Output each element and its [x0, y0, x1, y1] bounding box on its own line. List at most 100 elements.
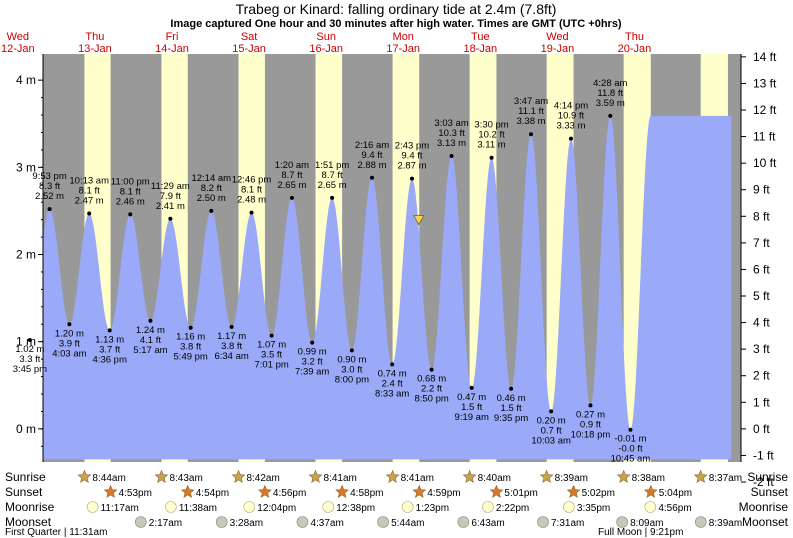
right-tick-label-14: 12 ft [753, 103, 777, 117]
day-name-6: Tue [471, 31, 490, 43]
sunset-time-7: 5:04pm [659, 488, 692, 499]
left-tick-label-1: 1 m [16, 335, 36, 349]
sunrise-icon [462, 469, 477, 483]
day-date-0: 12-Jan [1, 43, 35, 55]
left-tick-label-3: 3 m [16, 160, 36, 174]
extreme-label-10-1: 3.8 ft [221, 341, 242, 352]
moonrise-time-7: 4:56pm [658, 503, 691, 514]
extreme-label-13-2: 2.65 m [277, 180, 306, 191]
extreme-point-17 [369, 175, 374, 180]
extreme-label-0-1: 3.3 ft [19, 354, 40, 365]
right-tick-label-12: 10 ft [753, 156, 777, 170]
extreme-label-24-1: 1.5 ft [501, 403, 522, 414]
sunrise-time-5: 8:40am [478, 473, 511, 484]
extreme-point-14 [310, 340, 315, 345]
extreme-point-5 [128, 212, 133, 217]
extreme-label-2-0: 1.20 m [55, 328, 84, 339]
extreme-label-1-0: 9:53 pm [32, 171, 66, 182]
extreme-label-6-1: 4.1 ft [140, 335, 161, 346]
extreme-label-11-0: 12:46 pm [232, 175, 272, 186]
extreme-label-2-1: 3.9 ft [59, 338, 80, 349]
extreme-label-4-2: 4:36 pm [93, 354, 127, 365]
sunrise-icon [231, 469, 246, 483]
sunrise-icon [616, 469, 631, 483]
extreme-label-3-2: 2.47 m [75, 196, 104, 207]
extreme-point-29 [608, 113, 613, 118]
extreme-label-0-2: 3:45 pm [13, 364, 47, 375]
extreme-label-28-0: 0.27 m [576, 409, 605, 420]
extreme-point-25 [529, 132, 534, 137]
moonset-time-5: 7:31am [551, 518, 584, 529]
extreme-label-13-1: 8.7 ft [281, 170, 302, 181]
moonset-time-0: 2:17am [149, 518, 182, 529]
extreme-point-15 [330, 195, 335, 200]
extreme-label-25-2: 3.38 m [516, 116, 545, 127]
sunrise-time-4: 8:41am [401, 473, 434, 484]
day-name-3: Sat [241, 31, 258, 43]
day-labels: Wed12-JanThu13-JanFri14-JanSat15-JanSun1… [1, 31, 651, 55]
extreme-label-13-0: 1:20 am [275, 160, 309, 171]
extreme-label-26-0: 0.20 m [537, 415, 566, 426]
extreme-point-22 [469, 385, 474, 390]
extreme-labels: 1.02 m3.3 ft3:45 pm 9:53 pm8.3 ft2.52 m 1.… [13, 78, 651, 465]
extreme-label-23-1: 10.2 ft [478, 130, 505, 141]
extreme-label-9-1: 8.2 ft [201, 183, 222, 194]
sunset-time-1: 4:54pm [196, 488, 229, 499]
extreme-label-4-1: 3.7 ft [99, 344, 120, 355]
moonset-time-7: 8:39am [709, 518, 742, 529]
extreme-label-14-1: 3.2 ft [302, 357, 323, 368]
sunset-time-2: 4:56pm [273, 488, 306, 499]
extreme-label-16-0: 0.90 m [337, 354, 366, 365]
moonset-time-3: 5:44am [391, 518, 424, 529]
extreme-point-8 [188, 325, 193, 330]
extreme-label-0-0: 1.02 m [15, 344, 44, 355]
sunset-icon [643, 484, 658, 498]
extreme-point-19 [409, 176, 414, 181]
sunrise-icon [308, 469, 323, 483]
extreme-label-20-1: 2.2 ft [421, 384, 442, 395]
moonrise-icon [243, 501, 256, 513]
sunrise-icon [385, 469, 400, 483]
row-label-right-1: Sunset [751, 485, 789, 499]
right-tick-label-0: -2 ft [753, 475, 774, 489]
extreme-label-24-2: 9:35 pm [494, 413, 528, 424]
row-label-right-3: Moonset [742, 515, 789, 529]
extreme-label-10-0: 1.17 m [217, 331, 246, 342]
extreme-label-30-0: -0.01 m [614, 434, 646, 445]
extreme-label-19-2: 2.87 m [397, 161, 426, 172]
right-tick-label-8: 6 ft [753, 262, 770, 276]
extreme-label-28-2: 10:18 pm [571, 429, 611, 440]
extreme-label-7-2: 2.41 m [156, 201, 185, 212]
right-tick-label-2: 0 ft [753, 422, 770, 436]
day-date-7: 19-Jan [541, 43, 575, 55]
extreme-point-2 [67, 322, 72, 327]
tide-curve [43, 115, 732, 460]
moonrise-icon [86, 501, 99, 513]
extreme-label-18-2: 8:33 am [375, 388, 409, 399]
sunset-icon [103, 484, 118, 498]
extreme-label-6-2: 5:17 am [133, 345, 167, 356]
moonrise-time-1: 11:38am [179, 503, 217, 514]
sunrise-time-3: 8:41am [324, 473, 357, 484]
extreme-point-24 [509, 386, 514, 391]
extreme-point-28 [588, 403, 593, 408]
right-tick-label-9: 7 ft [753, 236, 770, 250]
extreme-label-14-2: 7:39 am [295, 367, 329, 378]
extreme-label-21-2: 3.13 m [437, 138, 466, 149]
moonset-icon [134, 516, 147, 528]
day-name-4: Sun [316, 31, 336, 43]
extreme-point-4 [107, 328, 112, 333]
right-tick-label-10: 8 ft [753, 209, 770, 223]
extreme-label-17-0: 2:16 am [355, 140, 389, 151]
moonrise-time-2: 12:04pm [257, 503, 296, 514]
sunset-time-4: 4:59pm [427, 488, 460, 499]
chart-subtitle: Image captured One hour and 30 minutes a… [170, 18, 622, 30]
day-date-5: 17-Jan [386, 43, 420, 55]
extreme-label-16-1: 3.0 ft [341, 364, 362, 375]
extreme-label-23-0: 3:30 pm [474, 120, 508, 131]
sunset-icon [489, 484, 504, 498]
extreme-label-18-1: 2.4 ft [382, 378, 403, 389]
extreme-label-17-1: 9.4 ft [361, 150, 382, 161]
sunset-icon [180, 484, 195, 498]
